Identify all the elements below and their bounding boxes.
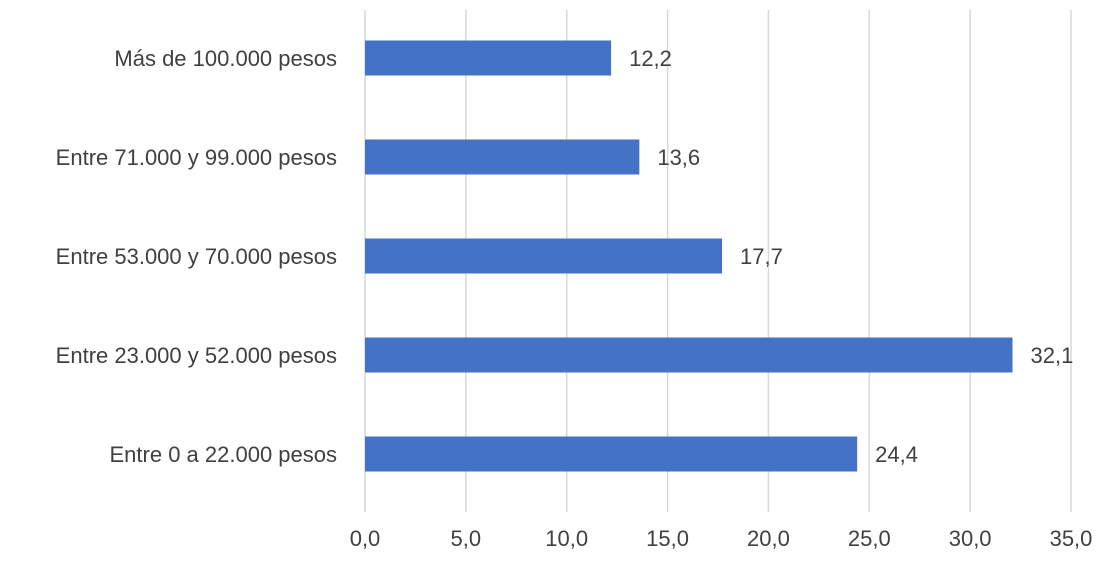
category-label: Entre 53.000 y 70.000 pesos — [56, 244, 337, 269]
bar — [365, 139, 640, 175]
bar — [365, 337, 1013, 373]
data-label: 24,4 — [875, 442, 918, 467]
category-label: Entre 0 a 22.000 pesos — [110, 442, 338, 467]
x-tick-label: 0,0 — [350, 526, 381, 551]
bar — [365, 238, 723, 274]
category-label: Más de 100.000 pesos — [114, 46, 337, 71]
category-label: Entre 71.000 y 99.000 pesos — [56, 145, 337, 170]
bars — [365, 40, 1013, 472]
data-label: 12,2 — [629, 46, 672, 71]
x-tick-label: 15,0 — [646, 526, 689, 551]
x-tick-label: 25,0 — [848, 526, 891, 551]
data-label: 32,1 — [1031, 343, 1074, 368]
data-label: 17,7 — [740, 244, 783, 269]
category-label: Entre 23.000 y 52.000 pesos — [56, 343, 337, 368]
x-tick-label: 5,0 — [451, 526, 482, 551]
data-label: 13,6 — [657, 145, 700, 170]
bar — [365, 40, 612, 76]
x-tick-label: 20,0 — [747, 526, 790, 551]
x-axis-tick-labels: 0,0 5,0 10,0 15,0 20,0 25,0 30,0 35,0 — [350, 526, 1093, 551]
bar — [365, 436, 858, 472]
category-labels: Más de 100.000 pesos Entre 71.000 y 99.00… — [56, 46, 337, 467]
data-labels: 12,2 13,6 17,7 32,1 24,4 — [629, 46, 1073, 467]
x-tick-label: 10,0 — [545, 526, 588, 551]
x-tick-label: 35,0 — [1050, 526, 1093, 551]
x-tick-label: 30,0 — [949, 526, 992, 551]
